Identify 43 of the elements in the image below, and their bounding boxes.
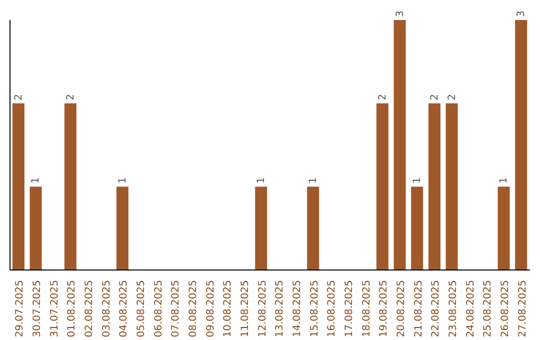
- data-label: 2: [377, 94, 388, 100]
- x-tick-label: 30.07.2025: [32, 280, 43, 338]
- data-label: 1: [498, 177, 510, 184]
- data-label: 3: [516, 10, 528, 17]
- x-tick-label: 24.08.2025: [465, 280, 476, 338]
- x-tick-label: 27.08.2025: [517, 280, 528, 338]
- x-tick-label: 09.08.2025: [205, 280, 216, 338]
- x-tick-label: 02.08.2025: [84, 280, 95, 338]
- x-tick-label: 16.08.2025: [326, 280, 338, 338]
- x-tick-label: 18.08.2025: [361, 280, 372, 338]
- data-label: 3: [394, 10, 406, 17]
- x-tick-label: 11.08.2025: [240, 280, 251, 338]
- x-tick-label: 10.08.2025: [222, 280, 234, 338]
- x-tick-label: 13.08.2025: [274, 280, 286, 338]
- x-tick-label: 05.08.2025: [136, 280, 147, 338]
- x-tick-label: 08.08.2025: [188, 280, 199, 338]
- x-tick-label: 15.08.2025: [309, 280, 320, 338]
- data-label: 1: [256, 177, 268, 184]
- x-tick-label: 03.08.2025: [101, 280, 112, 338]
- data-label: 1: [117, 177, 128, 184]
- data-label: 2: [13, 94, 24, 100]
- x-tick-label: 22.08.2025: [430, 280, 442, 338]
- x-tick-label: 21.08.2025: [413, 280, 424, 338]
- x-tick-label: 31.07.2025: [49, 280, 60, 338]
- data-label: 1: [30, 177, 42, 184]
- x-tick-label: 25.08.2025: [482, 280, 494, 338]
- x-tick-label: 23.08.2025: [448, 280, 459, 338]
- x-tick-label: 17.08.2025: [344, 280, 355, 338]
- x-tick-label: 04.08.2025: [118, 280, 130, 338]
- x-tick-label: 06.08.2025: [153, 280, 164, 338]
- x-tick-label: 07.08.2025: [170, 280, 182, 338]
- x-tick-label: 12.08.2025: [257, 280, 268, 338]
- x-tick-label: 26.08.2025: [500, 280, 511, 338]
- x-tick-label: 01.08.2025: [66, 280, 78, 338]
- data-label: 2: [65, 94, 76, 100]
- x-tick-label: 20.08.2025: [396, 280, 407, 338]
- data-label: 1: [412, 177, 424, 184]
- data-label: 2: [429, 94, 440, 100]
- data-label: 1: [308, 177, 320, 184]
- x-tick-label: 14.08.2025: [292, 280, 303, 338]
- x-tick-label: 19.08.2025: [378, 280, 390, 338]
- data-label: 2: [446, 94, 458, 100]
- x-tick-label: 29.07.2025: [14, 280, 26, 338]
